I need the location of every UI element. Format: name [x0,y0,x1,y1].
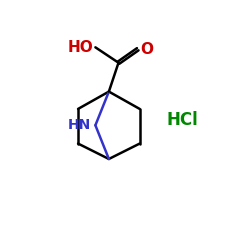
Text: HN: HN [67,118,90,132]
Text: O: O [140,42,153,57]
Text: HO: HO [68,40,94,55]
Text: HCl: HCl [166,112,198,130]
